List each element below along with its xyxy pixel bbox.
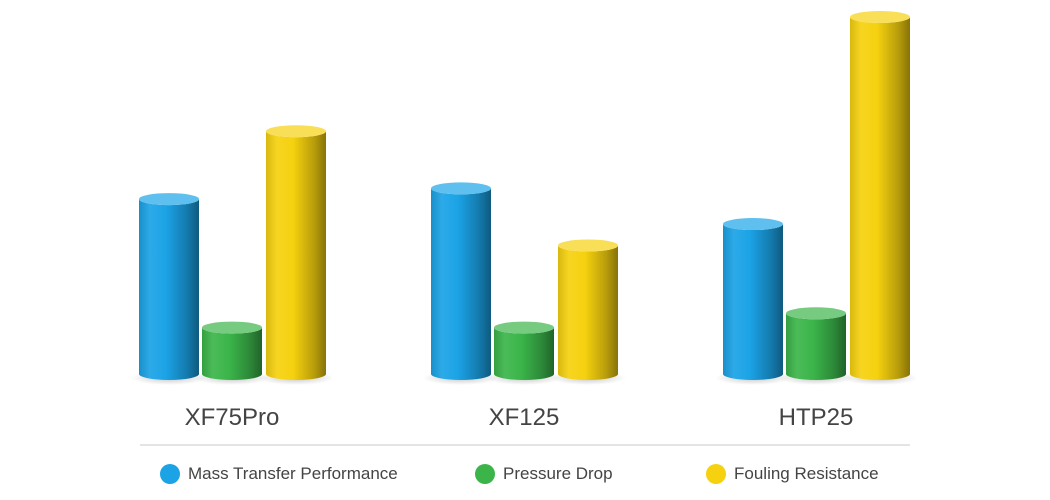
bar-cap-xf75pro-pressure-drop <box>202 321 262 334</box>
bar-cap-xf125-mass-transfer-performance <box>431 182 491 195</box>
legend-item-fouling-resistance: Fouling Resistance <box>706 464 879 484</box>
bar-htp25-pressure-drop <box>786 307 846 380</box>
bar-xf75pro-mass-transfer-performance <box>139 193 199 380</box>
bar-xf75pro-fouling-resistance <box>266 125 326 380</box>
bar-cap-xf75pro-fouling-resistance <box>266 125 326 138</box>
legend-label-fouling-resistance: Fouling Resistance <box>734 464 879 483</box>
legend: Mass Transfer Performance Pressure Drop … <box>0 456 1050 496</box>
bar-cap-xf125-pressure-drop <box>494 321 554 334</box>
bar-body-xf125-fouling-resistance <box>558 245 618 380</box>
legend-item-pressure-drop: Pressure Drop <box>475 464 613 484</box>
category-label-xf75pro: XF75Pro <box>185 404 280 431</box>
bar-body-xf75pro-fouling-resistance <box>266 131 326 380</box>
category-label-htp25: HTP25 <box>779 404 854 431</box>
bar-xf125-pressure-drop <box>494 321 554 380</box>
bar-cap-htp25-fouling-resistance <box>850 11 910 23</box>
bar-body-htp25-pressure-drop <box>786 313 846 380</box>
bars-group <box>139 11 910 380</box>
cylinder-bar-chart: XF75Pro XF125 HTP25 <box>131 11 918 446</box>
bar-body-xf125-pressure-drop <box>494 327 554 380</box>
bar-xf75pro-pressure-drop <box>202 321 262 380</box>
legend-label-mass-transfer: Mass Transfer Performance <box>188 464 398 483</box>
category-label-xf125: XF125 <box>489 404 560 431</box>
bar-cap-htp25-mass-transfer-performance <box>723 218 783 231</box>
legend-swatch-mass-transfer <box>160 464 180 484</box>
bar-body-xf125-mass-transfer-performance <box>431 188 491 380</box>
bar-htp25-mass-transfer-performance <box>723 218 783 380</box>
legend-swatch-pressure-drop <box>475 464 495 484</box>
legend-swatch-fouling-resistance <box>706 464 726 484</box>
legend-label-pressure-drop: Pressure Drop <box>503 464 613 483</box>
legend-item-mass-transfer: Mass Transfer Performance <box>160 464 398 484</box>
bar-xf125-mass-transfer-performance <box>431 182 491 380</box>
bar-body-htp25-fouling-resistance <box>850 17 910 380</box>
bar-body-htp25-mass-transfer-performance <box>723 224 783 380</box>
bar-cap-xf75pro-mass-transfer-performance <box>139 193 199 206</box>
category-labels: XF75Pro XF125 HTP25 <box>185 404 854 431</box>
bar-htp25-fouling-resistance <box>850 11 910 380</box>
bar-cap-xf125-fouling-resistance <box>558 239 618 252</box>
bar-body-xf75pro-mass-transfer-performance <box>139 199 199 380</box>
bar-cap-htp25-pressure-drop <box>786 307 846 320</box>
bar-xf125-fouling-resistance <box>558 239 618 380</box>
bar-body-xf75pro-pressure-drop <box>202 327 262 380</box>
